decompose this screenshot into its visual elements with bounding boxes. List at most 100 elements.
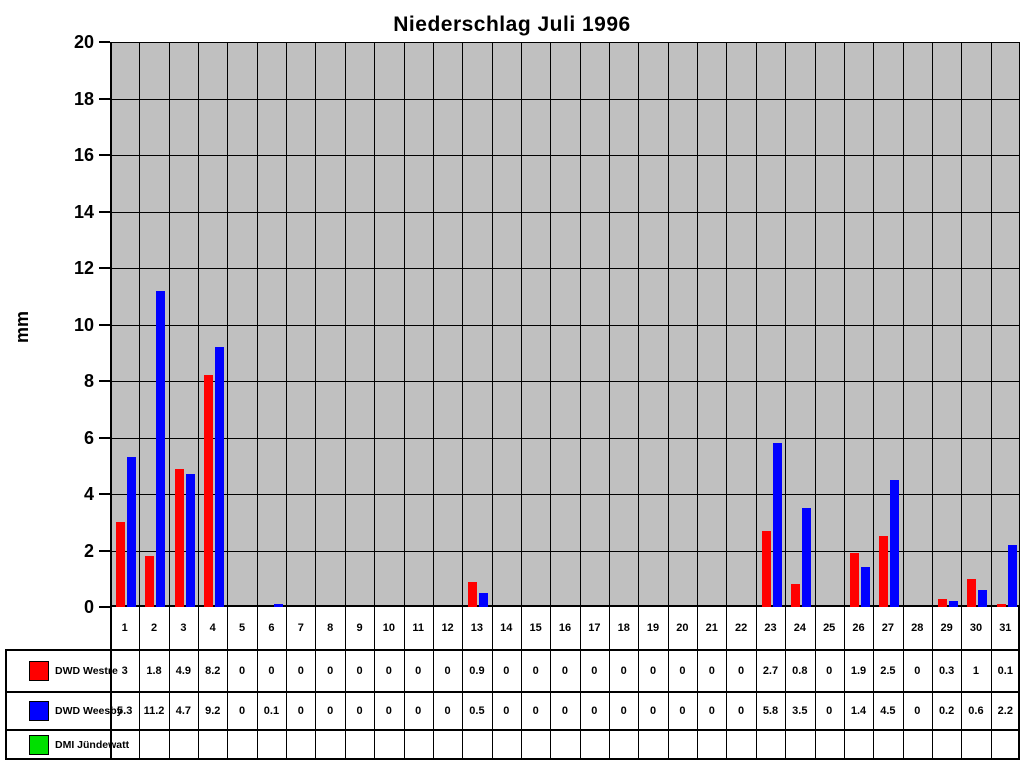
- day-header-19: 19: [646, 622, 660, 634]
- table-value-cell: 0: [679, 665, 686, 677]
- table-rule-h: [5, 758, 1020, 760]
- table-value-cell: 4.7: [175, 705, 192, 717]
- bar-dwd-weesby-day-29: [949, 601, 958, 607]
- table-value-cell: [550, 731, 579, 758]
- y-axis-tick-label: 0: [83, 597, 94, 617]
- table-value-cell: 0: [914, 705, 921, 717]
- table-value-cell: 0.5: [469, 705, 485, 717]
- table-rule-v: [638, 607, 639, 760]
- y-axis-tick: [99, 380, 110, 382]
- table-value-cell: [374, 731, 403, 758]
- bar-dwd-weesby-day-24: [802, 508, 811, 607]
- table-value-cell: 0: [649, 705, 657, 717]
- table-value-cell: 5.8: [762, 705, 779, 717]
- table-value-cell: 0: [503, 705, 510, 717]
- gridline-v: [844, 42, 845, 607]
- table-rule-v: [345, 607, 346, 760]
- bar-dwd-weesby-day-3: [186, 474, 195, 607]
- table-value-cell: 0: [914, 665, 921, 677]
- table-value-cell: [227, 731, 256, 758]
- table-value-cell: 0.1: [263, 705, 280, 717]
- table-value-cell: [697, 731, 726, 758]
- table-value-cell: [668, 731, 697, 758]
- table-value-cell: 0.2: [938, 705, 955, 717]
- bar-dwd-westre-day-4: [204, 375, 213, 607]
- gridline-v: [873, 42, 874, 607]
- bar-dwd-westre-day-30: [967, 579, 976, 607]
- bar-dwd-westre-day-27: [879, 536, 888, 607]
- day-header-20: 20: [676, 622, 689, 634]
- y-axis-tick: [99, 267, 110, 269]
- day-header-2: 2: [150, 622, 158, 634]
- gridline-v: [785, 42, 786, 607]
- table-rule-v: [139, 607, 140, 760]
- gridline-v: [433, 42, 434, 607]
- bar-dwd-weesby-day-23: [773, 443, 782, 607]
- day-header-31: 31: [999, 622, 1012, 634]
- day-header-30: 30: [969, 622, 983, 634]
- table-value-cell: [257, 731, 286, 758]
- gridline-v: [726, 42, 727, 607]
- day-header-15: 15: [529, 622, 542, 634]
- table-value-cell: 3.5: [792, 705, 808, 717]
- table-value-cell: 0: [561, 665, 569, 677]
- table-rule-v: [227, 607, 228, 760]
- table-value-cell: 0: [297, 665, 304, 677]
- legend-swatch-dwd-westre: [29, 661, 49, 681]
- y-axis-tick: [99, 324, 110, 326]
- table-value-cell: 5.3: [117, 705, 133, 717]
- day-header-23: 23: [764, 622, 777, 634]
- bar-dwd-westre-day-1: [116, 522, 125, 607]
- bar-dwd-westre-day-29: [938, 599, 947, 607]
- bar-dwd-westre-day-24: [791, 584, 800, 607]
- table-rule-v: [815, 607, 816, 760]
- day-header-5: 5: [239, 622, 246, 634]
- table-value-cell: [462, 731, 491, 758]
- table-rule-v: [521, 607, 522, 760]
- y-axis-tick-label: 14: [73, 202, 94, 222]
- table-rule-v: [932, 607, 933, 760]
- table-value-cell: 2.2: [997, 705, 1013, 717]
- day-header-6: 6: [268, 622, 275, 634]
- gridline-v: [638, 42, 639, 607]
- y-axis-tick-label: 6: [83, 428, 94, 448]
- gridline-v: [257, 42, 258, 607]
- bar-dwd-westre-day-23: [762, 531, 771, 607]
- table-value-cell: 0: [415, 705, 422, 717]
- gridline-v: [110, 42, 112, 607]
- table-value-cell: 0: [591, 705, 598, 717]
- y-axis-tick: [99, 606, 110, 608]
- table-value-cell: [286, 731, 315, 758]
- gridline-v: [991, 42, 992, 607]
- legend-swatch-dwd-weesby: [29, 701, 49, 721]
- gridline-h: [110, 438, 1020, 439]
- table-value-cell: 0: [356, 665, 363, 677]
- day-header-3: 3: [180, 622, 187, 634]
- table-rule-v: [991, 607, 992, 760]
- table-rule-v: [580, 607, 581, 760]
- table-value-cell: [873, 731, 902, 758]
- table-value-cell: 0: [591, 665, 598, 677]
- table-value-cell: 0: [415, 665, 422, 677]
- day-header-7: 7: [297, 622, 304, 634]
- table-value-cell: 0: [620, 665, 627, 677]
- table-value-cell: 0.9: [469, 665, 485, 677]
- y-axis-tick: [99, 41, 110, 43]
- day-header-25: 25: [823, 622, 836, 634]
- gridline-v: [521, 42, 522, 607]
- table-value-cell: 0: [503, 665, 510, 677]
- y-axis-tick-label: 18: [73, 89, 94, 109]
- gridline-h: [110, 551, 1020, 552]
- gridline-h: [110, 212, 1020, 213]
- table-rule-v: [785, 607, 786, 760]
- table-value-cell: 0: [239, 665, 246, 677]
- table-value-cell: [609, 731, 638, 758]
- gridline-h: [110, 325, 1020, 326]
- y-axis-tick: [99, 550, 110, 552]
- table-rule-v: [609, 607, 610, 760]
- table-value-cell: 0.8: [792, 665, 808, 677]
- day-header-18: 18: [617, 622, 630, 634]
- table-value-cell: 0: [649, 665, 657, 677]
- bar-dwd-weesby-day-27: [890, 480, 899, 607]
- y-axis-tick-label: 8: [83, 371, 94, 391]
